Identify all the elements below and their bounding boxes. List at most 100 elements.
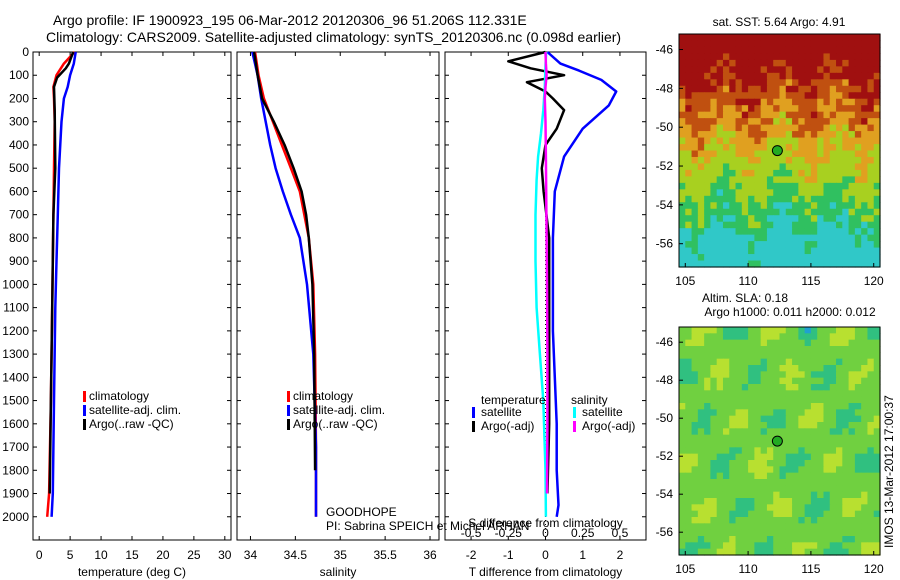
map-cell [848, 144, 856, 152]
map-cell [848, 536, 856, 543]
map-cell [679, 352, 686, 360]
map-cell [722, 523, 730, 531]
map-cell [817, 358, 825, 366]
map-cell [735, 137, 743, 145]
map-cell [810, 46, 818, 55]
map-cell [854, 542, 862, 550]
map-cell [848, 66, 856, 74]
map-cell [779, 428, 787, 436]
xtick-label: 2 [617, 548, 624, 562]
map-cell [766, 176, 774, 184]
map-xtick-label: 110 [739, 274, 758, 288]
map-cell [773, 472, 781, 480]
map-cell [792, 542, 799, 550]
map-cell [766, 529, 774, 537]
map-cell [779, 485, 787, 493]
map-cell [685, 447, 693, 455]
map-cell [867, 542, 875, 550]
map-cell [848, 137, 856, 145]
map-cell [804, 241, 812, 249]
map-cell [741, 247, 749, 255]
map-cell [679, 422, 686, 429]
map-cell [697, 40, 705, 48]
map-cell [779, 215, 787, 223]
map-cell [754, 254, 762, 262]
map-cell [697, 396, 705, 404]
map-cell [748, 92, 755, 100]
map-cell [735, 34, 743, 42]
map-cell [691, 85, 699, 93]
map-cell [729, 447, 737, 455]
map-cell [748, 156, 755, 165]
legend-swatch [573, 407, 576, 418]
map-cell [697, 523, 705, 531]
map-cell [867, 371, 875, 379]
map-cell [829, 377, 837, 385]
map-cell [823, 504, 831, 512]
map-cell [779, 105, 787, 113]
map-cell [785, 358, 793, 366]
map-cell [735, 447, 743, 455]
map-cell [873, 189, 881, 197]
map-cell [704, 40, 712, 48]
map-cell [729, 111, 737, 119]
map-cell [817, 59, 825, 67]
map-cell [842, 453, 850, 461]
map-cell [810, 523, 818, 531]
map-cell [697, 79, 705, 87]
map-cell [697, 163, 705, 171]
map-cell [867, 403, 875, 410]
map-cell [685, 215, 693, 223]
map-cell [810, 40, 818, 48]
map-cell [854, 466, 862, 474]
map-cell [861, 254, 869, 262]
map-cell [836, 352, 843, 360]
map-cell [836, 422, 843, 429]
map-cell [785, 498, 793, 505]
map-cell [792, 536, 799, 543]
map-cell [679, 260, 686, 268]
map-cell [729, 241, 737, 249]
map-cell [679, 466, 686, 474]
map-cell [779, 409, 787, 417]
map-cell [785, 491, 793, 499]
map-cell [704, 327, 712, 334]
map-cell [848, 453, 856, 461]
map-cell [697, 260, 705, 268]
map-cell [679, 85, 686, 93]
map-cell [679, 66, 686, 74]
map-cell [679, 195, 686, 203]
map-cell [760, 234, 768, 242]
map-cell [817, 105, 825, 113]
map-cell [804, 254, 812, 262]
map-cell [817, 221, 825, 229]
map-cell [704, 105, 712, 113]
map-cell [848, 409, 856, 417]
map-cell [792, 34, 799, 42]
map-cell [716, 150, 724, 158]
map-cell [773, 371, 781, 379]
map-cell [829, 176, 837, 184]
map-cell [691, 365, 699, 372]
map-cell [810, 441, 818, 448]
map-cell [691, 415, 699, 423]
map-cell [679, 254, 686, 262]
map-cell [836, 548, 843, 556]
map-cell [679, 72, 686, 80]
map-cell [722, 46, 730, 55]
map-cell [792, 498, 799, 505]
map-cell [754, 195, 762, 203]
map-cell [691, 491, 699, 499]
map-cell [716, 498, 724, 505]
map-cell [704, 144, 712, 152]
map-cell [735, 371, 743, 379]
map-cell [779, 195, 787, 203]
map-cell [710, 517, 718, 524]
map-cell [704, 365, 712, 372]
map-cell [704, 371, 712, 379]
map-cell [854, 260, 862, 268]
map-cell [867, 98, 875, 106]
map-cell [735, 536, 743, 543]
xtick-label: 25 [187, 548, 201, 562]
map-cell [804, 228, 812, 236]
